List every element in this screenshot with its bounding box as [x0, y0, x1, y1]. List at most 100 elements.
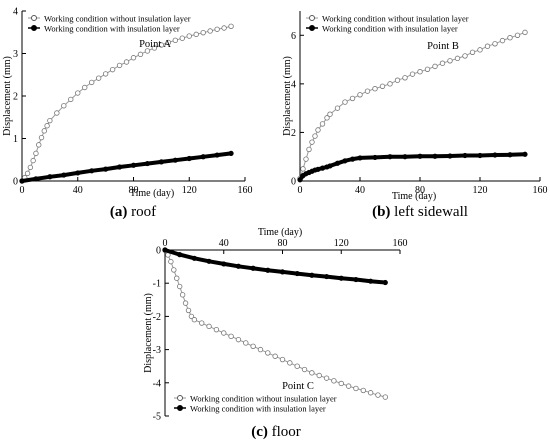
data-point	[338, 275, 344, 281]
legend-label: Working condition with insulation layer	[322, 24, 458, 34]
data-point	[462, 152, 468, 159]
y-tick-label: 0	[156, 246, 161, 257]
y-axis-label: Displacement (mm)	[143, 293, 154, 373]
data-point	[309, 272, 315, 278]
x-axis-label: Time (day)	[392, 191, 436, 202]
data-point	[477, 47, 483, 53]
data-point	[61, 103, 67, 109]
data-point	[417, 69, 423, 75]
data-point	[424, 66, 431, 72]
data-point	[265, 350, 271, 356]
y-tick-label: 4	[291, 79, 296, 90]
panel-label: (c)	[251, 424, 268, 440]
data-point	[439, 60, 446, 66]
data-point	[522, 29, 528, 36]
data-point	[243, 340, 249, 346]
legend-marker	[177, 405, 183, 411]
data-point	[301, 366, 308, 373]
series-line	[164, 248, 386, 285]
data-point	[432, 153, 438, 159]
legend-marker	[31, 25, 37, 31]
data-point	[191, 255, 197, 261]
data-point	[315, 127, 321, 133]
data-point	[387, 81, 393, 87]
data-point	[462, 53, 468, 59]
data-point	[158, 42, 165, 48]
data-point	[44, 123, 50, 129]
data-point	[228, 23, 234, 29]
data-point	[95, 75, 102, 81]
data-point	[172, 157, 178, 163]
data-point	[327, 111, 333, 117]
data-point	[193, 31, 199, 38]
data-point	[33, 150, 39, 157]
series-1	[19, 23, 234, 184]
data-point	[319, 165, 326, 171]
data-point	[188, 313, 195, 320]
data-point	[221, 261, 227, 267]
data-point	[213, 326, 220, 333]
chart-panel-2: 0 40 80 120 160 0 2 4 6 Time (day) Displacement (m…	[282, 11, 548, 220]
data-point	[250, 265, 256, 271]
legend-marker	[309, 25, 315, 31]
panel-caption-text: left sidewall	[394, 204, 468, 220]
data-point	[158, 159, 164, 165]
data-point	[357, 92, 363, 98]
data-point	[172, 37, 179, 44]
data-point	[182, 300, 189, 306]
data-point	[168, 258, 174, 265]
x-tick-label: 40	[355, 185, 365, 196]
data-point	[89, 168, 95, 174]
x-tick-label: 0	[298, 185, 303, 196]
x-tick-label: 0	[20, 185, 25, 196]
y-tick-label: -3	[153, 345, 161, 356]
data-point	[306, 146, 312, 153]
data-point	[19, 178, 25, 184]
y-tick-label: 0	[291, 177, 296, 188]
data-point	[109, 66, 116, 73]
point-annotation: Point C	[282, 381, 314, 392]
data-point	[499, 37, 506, 44]
data-point	[349, 95, 356, 102]
x-tick-label: 40	[219, 238, 229, 249]
data-point	[349, 156, 356, 162]
data-point	[469, 49, 476, 55]
data-point	[214, 26, 220, 32]
point-annotation: Point A	[139, 39, 171, 50]
legend-marker	[177, 395, 183, 401]
data-point	[82, 84, 88, 91]
panel-caption: (c) floor	[251, 424, 301, 440]
data-point	[47, 117, 53, 124]
panel-caption-text: roof	[131, 204, 156, 220]
data-point	[228, 333, 234, 340]
data-point	[297, 177, 303, 183]
legend: Working condition without insulation lay…	[174, 394, 337, 414]
panel-caption: (b) left sidewall	[372, 204, 468, 220]
data-point	[41, 128, 47, 134]
legend-label: Working condition without insulation lay…	[322, 14, 469, 24]
series-line	[298, 152, 526, 181]
data-point	[221, 25, 227, 31]
data-point	[199, 320, 205, 326]
data-point	[387, 154, 393, 160]
series-line	[21, 151, 232, 183]
data-point	[68, 96, 74, 103]
data-point	[287, 360, 293, 366]
x-tick-label: 80	[129, 185, 139, 196]
data-point	[432, 63, 438, 70]
data-point	[206, 323, 212, 330]
x-tick-label: 120	[182, 185, 197, 196]
panel-caption: (a) roof	[110, 204, 156, 220]
data-point	[368, 278, 374, 284]
y-tick-label: 1	[13, 134, 18, 145]
data-point	[38, 134, 45, 141]
data-point	[514, 32, 521, 38]
series-2	[19, 150, 234, 184]
x-tick-label: 80	[415, 185, 425, 196]
point-annotation: Point B	[427, 41, 459, 52]
data-point	[272, 353, 278, 359]
data-point	[394, 77, 401, 83]
y-tick-label: 2	[291, 128, 296, 139]
data-point	[382, 394, 389, 400]
